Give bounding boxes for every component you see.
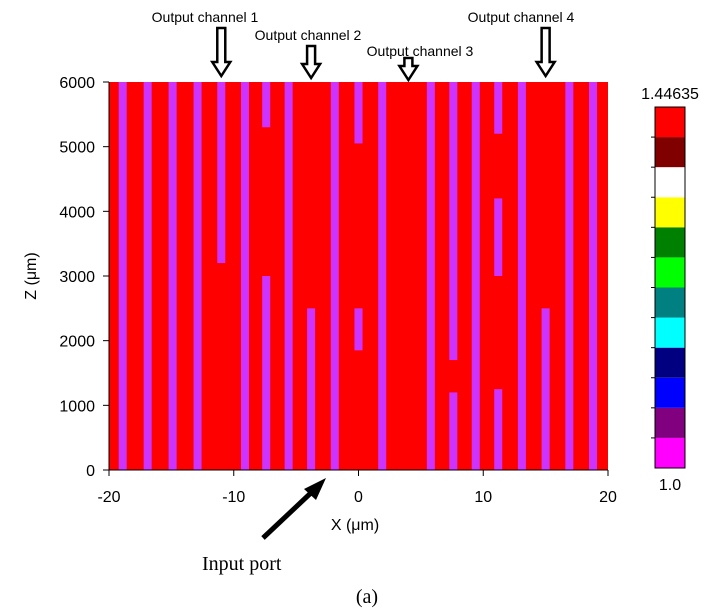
waveguide-strip [330,82,339,470]
waveguide-strip [541,308,550,470]
output-channel-annotations: Output channel 1 Output channel 2 Output c… [152,9,575,83]
output-channel-label: Output channel 1 [152,9,259,25]
colorbar-segment [655,137,685,168]
x-axis-label: X (μm) [331,517,379,534]
waveguide-strip [168,82,177,470]
waveguide-strip [494,198,503,276]
figure-caption: (a) [356,586,378,608]
colorbar-segment [655,287,685,318]
waveguide-strip [589,82,598,470]
down-arrow-icon [534,26,557,79]
x-tick-label: -20 [97,489,120,506]
y-tick-label: 1000 [59,398,95,415]
waveguide-strip [354,82,363,144]
colorbar-min-label: 1.0 [659,477,681,494]
axes: -20 -10 0 10 20 0 1000 2000 3000 4000 5000 6000 [59,75,617,506]
waveguide-strip [262,276,271,470]
y-tick-label: 2000 [59,334,95,351]
waveguide-strip [494,82,503,134]
x-tick-label: 0 [354,489,363,506]
y-tick-label: 5000 [59,140,95,157]
waveguide-strip [471,82,480,470]
waveguide-strip [262,82,271,128]
waveguide-strip [284,82,293,470]
y-tick-label: 0 [86,463,95,480]
x-tick-label: 20 [599,489,617,506]
colorbar-segment [655,197,685,228]
waveguide-strip [565,82,574,470]
waveguide-strip [426,82,435,470]
down-arrow-icon [397,56,420,83]
output-channel-label: Output channel 3 [367,43,474,59]
colorbar-segment [655,107,685,138]
waveguide-strip [494,389,503,470]
colorbar-max-label: 1.44635 [641,86,699,103]
output-channel-label: Output channel 4 [468,9,575,25]
y-tick-label: 3000 [59,269,95,286]
input-port-label: Input port [202,553,282,575]
waveguide-strip [378,82,387,470]
colorbar-segment [655,227,685,258]
colorbar-segment [655,407,685,438]
waveguide-strip [143,82,152,470]
output-channel-label: Output channel 2 [255,27,362,43]
colorbar-segment [655,257,685,288]
colorbar: 1.44635 1.0 [641,86,699,494]
waveguide-strip [449,82,458,361]
waveguide-strip [193,82,202,470]
waveguide-strip [354,308,363,351]
waveguide-strip [240,82,249,470]
down-arrow-icon [299,44,323,81]
colorbar-segment [655,347,685,378]
x-tick-label: 10 [474,489,492,506]
waveguide-strip [449,392,458,470]
x-tick-label: -10 [222,489,245,506]
y-axis-label: Z (μm) [23,252,40,299]
colorbar-segment [655,377,685,408]
down-arrow-icon [209,26,233,79]
input-port-arrow [261,478,326,540]
plot-area [109,82,608,470]
y-tick-label: 6000 [59,75,95,92]
colorbar-segment [655,167,685,198]
waveguide-strip [517,82,526,470]
y-tick-label: 4000 [59,204,95,221]
colorbar-segment [655,437,685,468]
colorbar-segment [655,317,685,348]
waveguide-strip [217,82,226,264]
waveguide-strip [118,82,127,470]
waveguide-strip [307,308,316,470]
